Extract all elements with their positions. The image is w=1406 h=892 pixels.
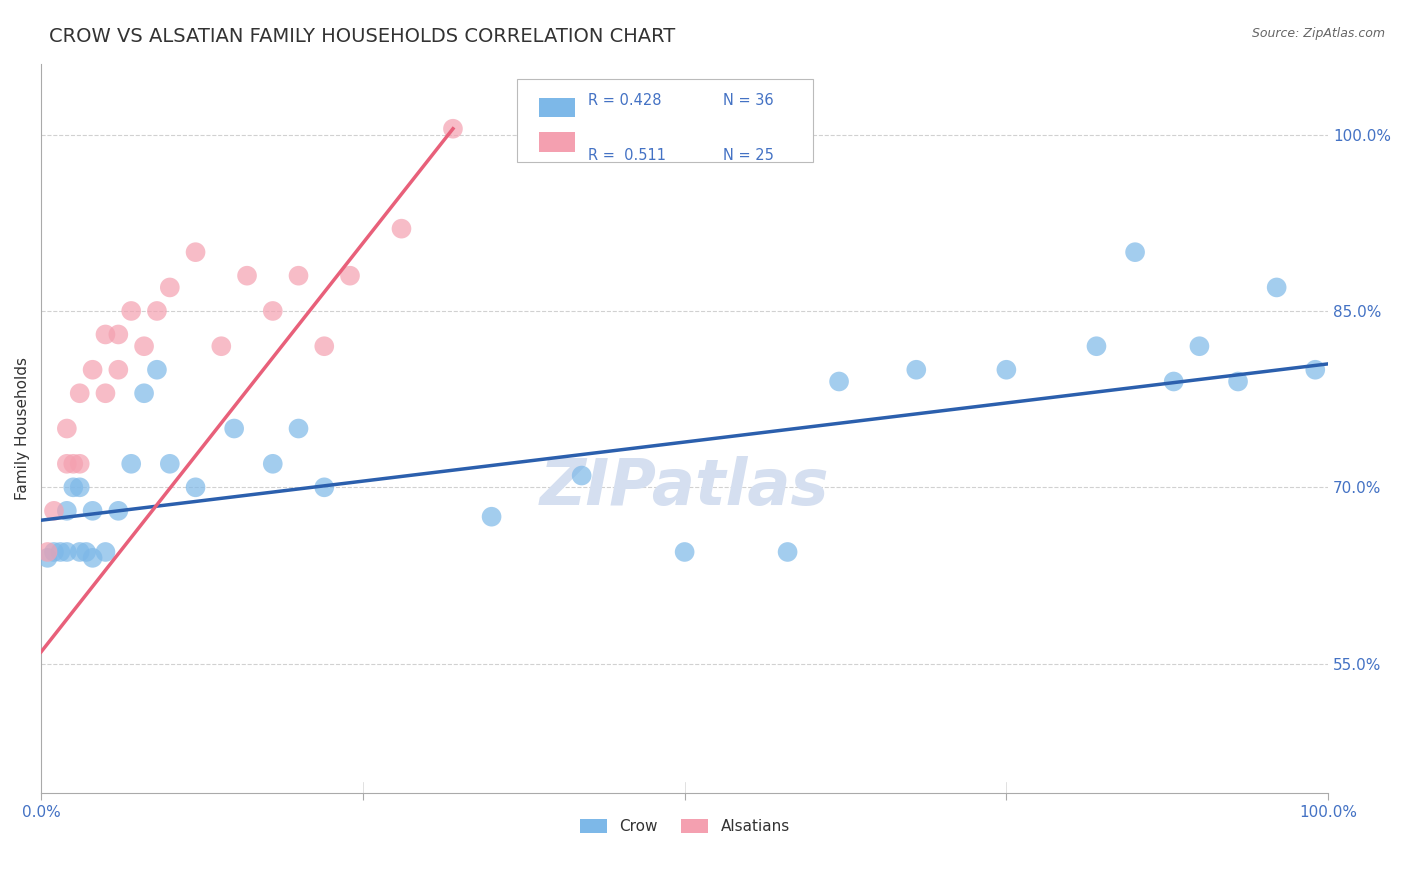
- Point: [146, 363, 169, 377]
- Text: R =  0.511: R = 0.511: [588, 148, 666, 163]
- Point: [62, 457, 84, 471]
- Point: [146, 304, 169, 318]
- Point: [339, 268, 361, 283]
- Point: [184, 245, 207, 260]
- FancyBboxPatch shape: [517, 78, 813, 162]
- Text: R = 0.428: R = 0.428: [588, 93, 662, 108]
- Point: [62, 480, 84, 494]
- Point: [56, 504, 79, 518]
- Point: [1265, 280, 1288, 294]
- Point: [1227, 375, 1250, 389]
- Text: N = 25: N = 25: [723, 148, 775, 163]
- Point: [314, 339, 336, 353]
- Y-axis label: Family Households: Family Households: [15, 357, 30, 500]
- Point: [120, 304, 142, 318]
- Point: [1163, 375, 1185, 389]
- Point: [1188, 339, 1211, 353]
- Point: [107, 327, 129, 342]
- Point: [287, 421, 309, 435]
- Point: [49, 545, 72, 559]
- Point: [69, 480, 91, 494]
- Point: [56, 457, 79, 471]
- Point: [209, 339, 232, 353]
- Point: [56, 421, 79, 435]
- Point: [132, 386, 155, 401]
- Point: [1085, 339, 1108, 353]
- Point: [262, 457, 284, 471]
- Point: [776, 545, 799, 559]
- Point: [75, 545, 97, 559]
- Point: [159, 457, 181, 471]
- Point: [82, 363, 104, 377]
- Bar: [538, 97, 575, 117]
- Legend: Crow, Alsatians: Crow, Alsatians: [574, 813, 796, 840]
- Point: [42, 504, 65, 518]
- Text: CROW VS ALSATIAN FAMILY HOUSEHOLDS CORRELATION CHART: CROW VS ALSATIAN FAMILY HOUSEHOLDS CORRE…: [49, 27, 675, 45]
- Point: [120, 457, 142, 471]
- Bar: [538, 132, 575, 152]
- Point: [107, 504, 129, 518]
- Point: [995, 363, 1018, 377]
- Point: [107, 363, 129, 377]
- Point: [571, 468, 593, 483]
- Point: [441, 121, 464, 136]
- Point: [82, 504, 104, 518]
- Point: [481, 509, 503, 524]
- Point: [56, 545, 79, 559]
- Point: [69, 545, 91, 559]
- Point: [905, 363, 928, 377]
- Text: ZIPatlas: ZIPatlas: [540, 456, 830, 518]
- Point: [673, 545, 696, 559]
- Point: [94, 386, 117, 401]
- Point: [1303, 363, 1326, 377]
- Point: [42, 545, 65, 559]
- Text: Source: ZipAtlas.com: Source: ZipAtlas.com: [1251, 27, 1385, 40]
- Point: [69, 457, 91, 471]
- Point: [184, 480, 207, 494]
- Point: [828, 375, 851, 389]
- Point: [69, 386, 91, 401]
- Point: [262, 304, 284, 318]
- Point: [236, 268, 259, 283]
- Point: [132, 339, 155, 353]
- Point: [1123, 245, 1146, 260]
- Point: [37, 550, 59, 565]
- Point: [391, 221, 413, 235]
- Point: [159, 280, 181, 294]
- Point: [37, 545, 59, 559]
- Point: [82, 550, 104, 565]
- Point: [94, 545, 117, 559]
- Point: [224, 421, 246, 435]
- Point: [94, 327, 117, 342]
- Point: [287, 268, 309, 283]
- Point: [314, 480, 336, 494]
- Text: N = 36: N = 36: [723, 93, 773, 108]
